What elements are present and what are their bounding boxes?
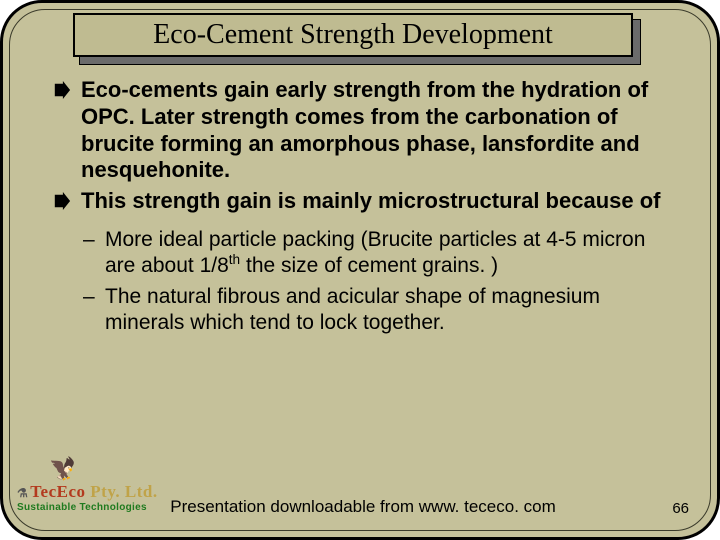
sub-bullet-1-post: the size of cement grains. ) (240, 254, 498, 277)
main-bullet-2: This strength gain is mainly microstruct… (53, 188, 673, 215)
main-bullet-1-text: Eco-cements gain early strength from the… (81, 77, 648, 182)
main-bullet-list: Eco-cements gain early strength from the… (53, 77, 673, 215)
sub-bullet-1: More ideal particle packing (Brucite par… (83, 227, 673, 278)
slide-frame: Eco-Cement Strength Development Eco-ceme… (0, 0, 720, 540)
sub-bullet-1-sup: th (229, 252, 240, 267)
title-box: Eco-Cement Strength Development (73, 13, 633, 57)
arrow-right-icon (53, 192, 71, 210)
slide-title: Eco-Cement Strength Development (153, 19, 553, 50)
main-bullet-2-text: This strength gain is mainly microstruct… (81, 188, 660, 213)
sub-bullet-list: More ideal particle packing (Brucite par… (83, 227, 673, 335)
sub-bullet-2-pre: The natural fibrous and acicular shape o… (105, 285, 600, 334)
sub-bullet-2: The natural fibrous and acicular shape o… (83, 284, 673, 335)
body-content: Eco-cements gain early strength from the… (53, 77, 673, 342)
eagle-icon: 🦅 (49, 456, 76, 482)
title-container: Eco-Cement Strength Development (73, 13, 633, 57)
arrow-right-icon (53, 81, 71, 99)
main-bullet-1: Eco-cements gain early strength from the… (53, 77, 673, 184)
page-number: 66 (672, 500, 689, 517)
footer-note: Presentation downloadable from www. tece… (3, 497, 720, 517)
